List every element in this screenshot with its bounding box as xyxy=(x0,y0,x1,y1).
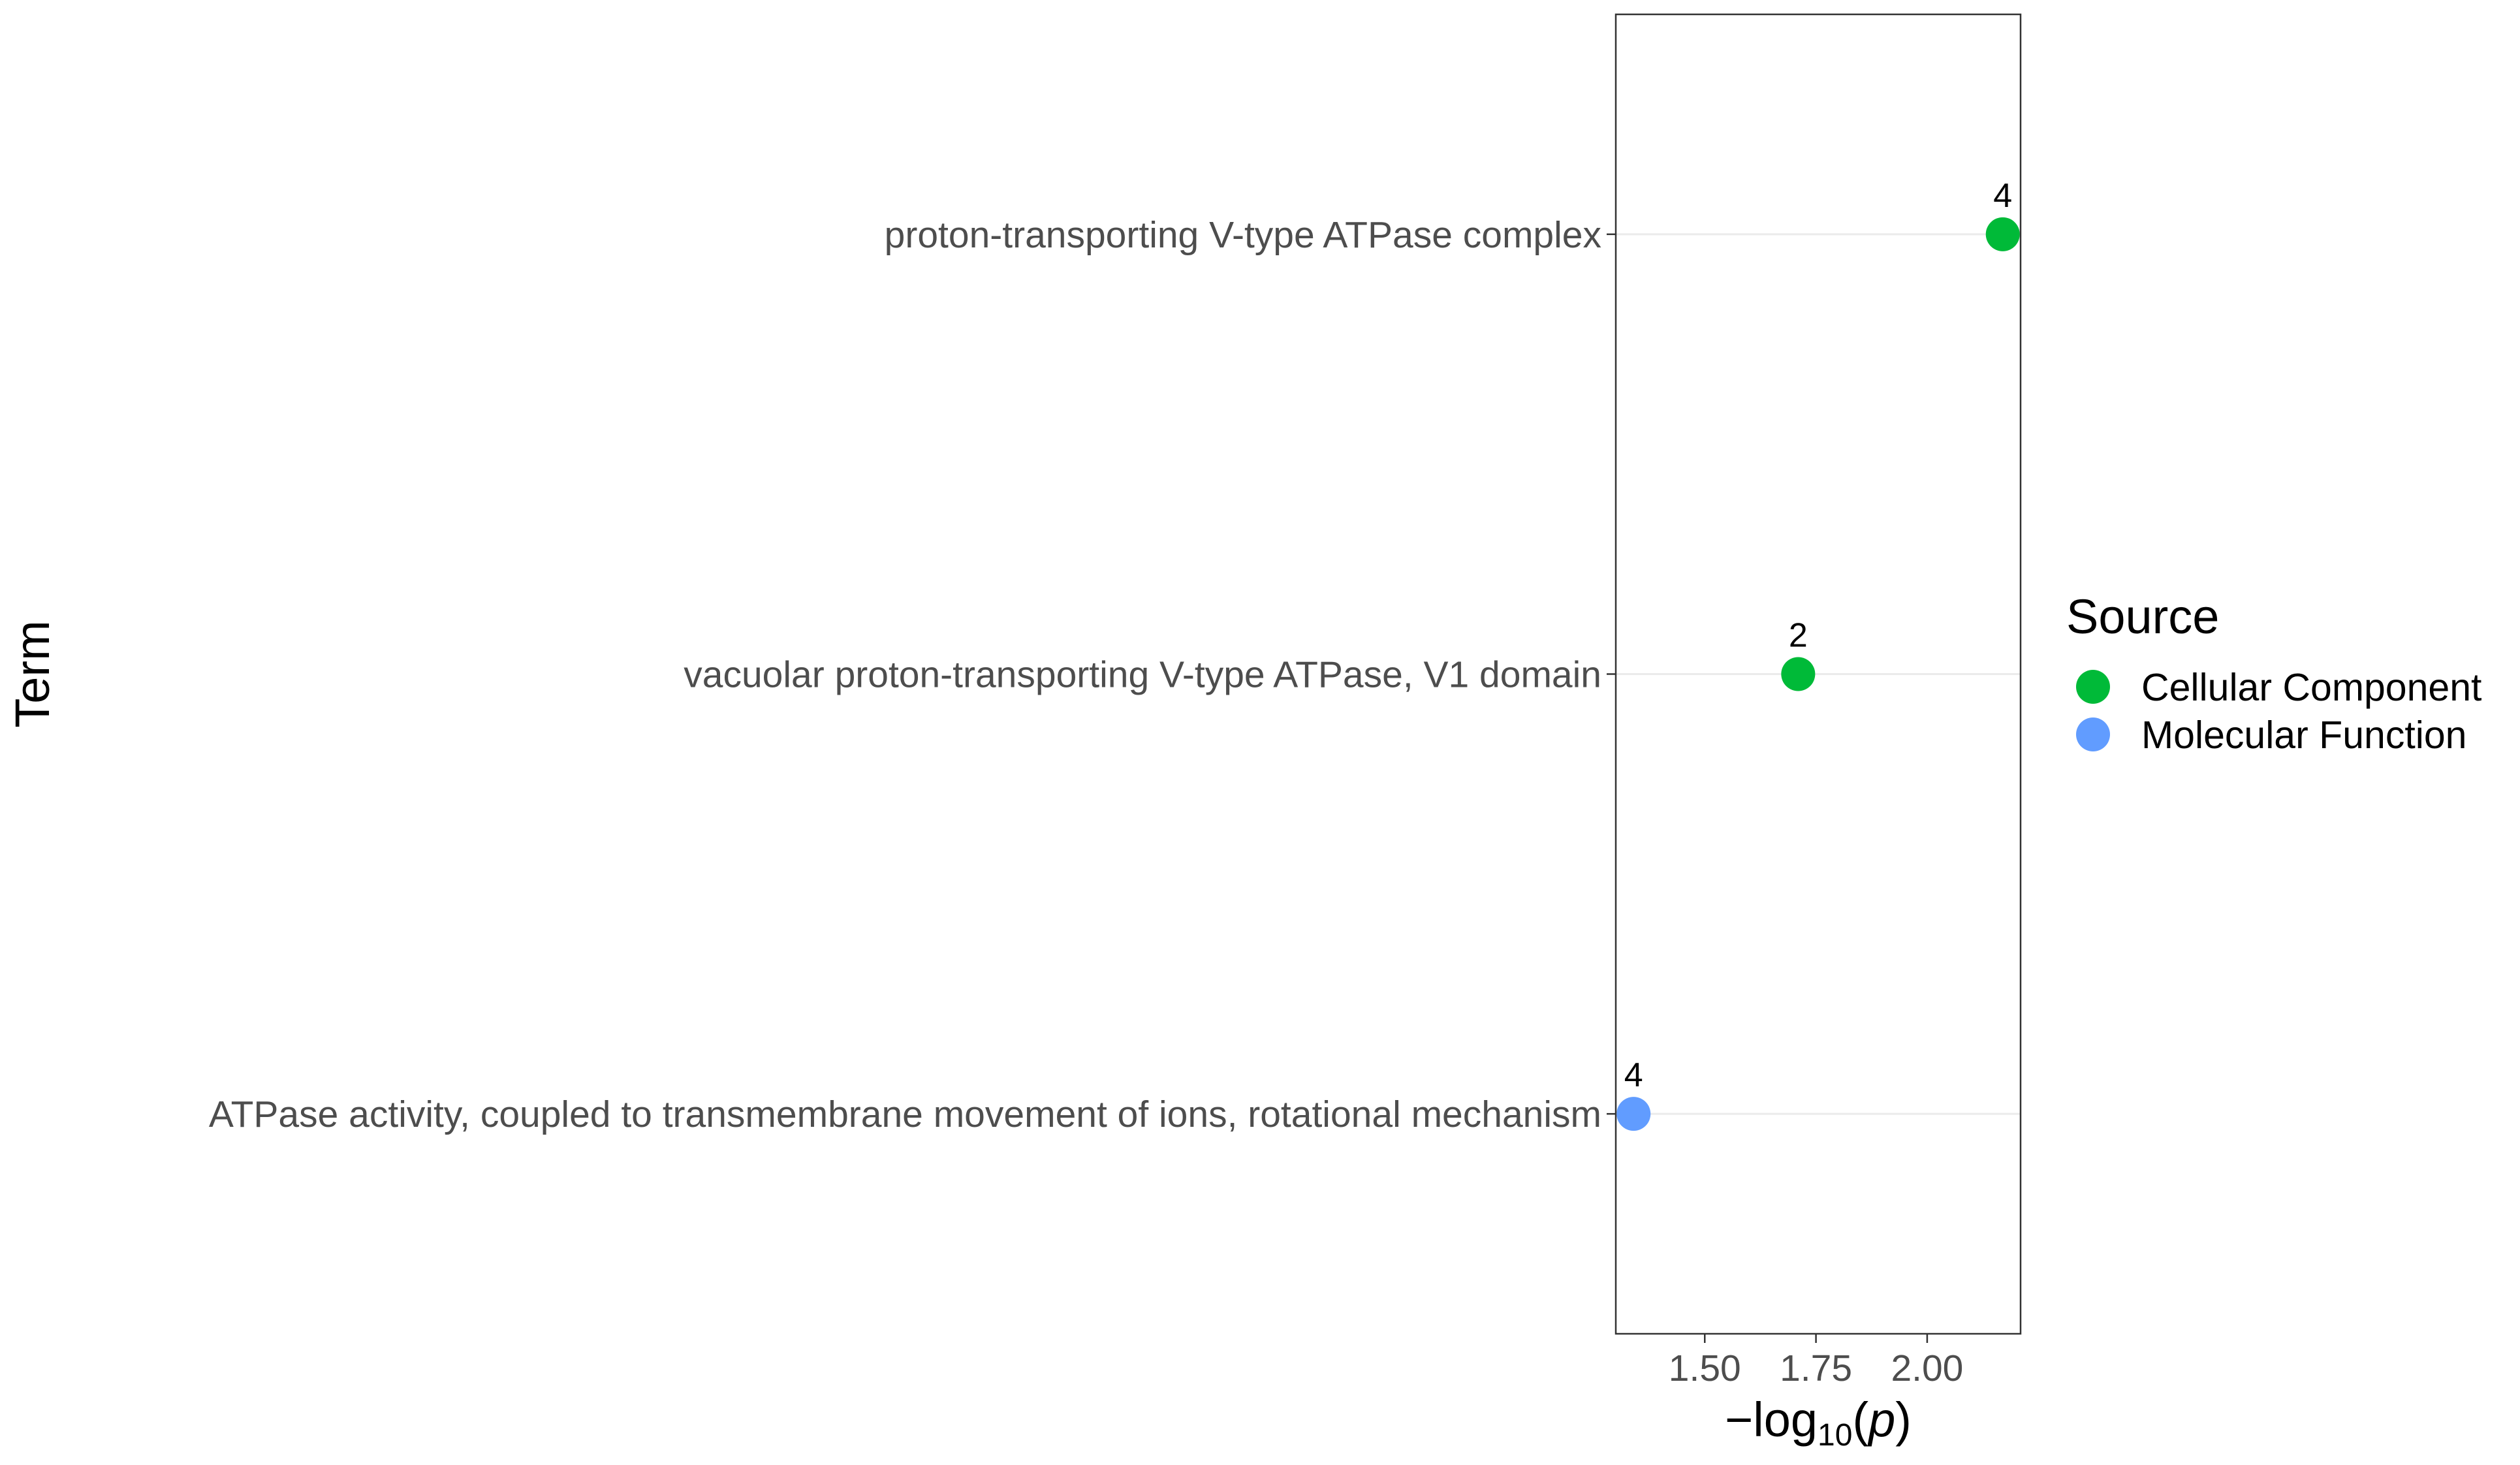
x-tick-label: 1.50 xyxy=(1669,1347,1741,1389)
legend: Source Cellular Component Molecular Funct… xyxy=(2066,590,2481,757)
data-point xyxy=(1781,657,1816,691)
data-point xyxy=(1985,217,2020,251)
data-labels: 4 2 4 xyxy=(1624,177,2012,1094)
legend-entries: Cellular Component Molecular Function xyxy=(2076,666,2481,757)
data-label: 2 xyxy=(1789,617,1808,655)
data-point xyxy=(1616,1097,1651,1131)
legend-key xyxy=(2076,670,2110,704)
x-axis-ticks: 1.50 1.75 2.00 xyxy=(1669,1334,1963,1389)
y-tick-label: vacuolar proton-transporting V-type ATPa… xyxy=(684,654,1601,696)
legend-label: Cellular Component xyxy=(2141,666,2481,709)
legend-label: Molecular Function xyxy=(2141,714,2466,757)
data-label: 4 xyxy=(1993,177,2012,215)
y-axis-title: Term xyxy=(5,620,59,727)
gridlines xyxy=(1616,233,2021,1115)
x-tick-label: 2.00 xyxy=(1891,1347,1963,1389)
y-tick-label: proton-transporting V-type ATPase comple… xyxy=(885,214,1601,256)
data-points xyxy=(1616,217,2020,1131)
legend-key xyxy=(2076,717,2110,751)
y-axis-ticks: proton-transporting V-type ATPase comple… xyxy=(209,214,1616,1135)
y-tick-label: ATPase activity, coupled to transmembran… xyxy=(209,1094,1601,1135)
data-label: 4 xyxy=(1624,1056,1643,1094)
legend-title: Source xyxy=(2066,590,2219,644)
x-tick-label: 1.75 xyxy=(1780,1347,1852,1389)
